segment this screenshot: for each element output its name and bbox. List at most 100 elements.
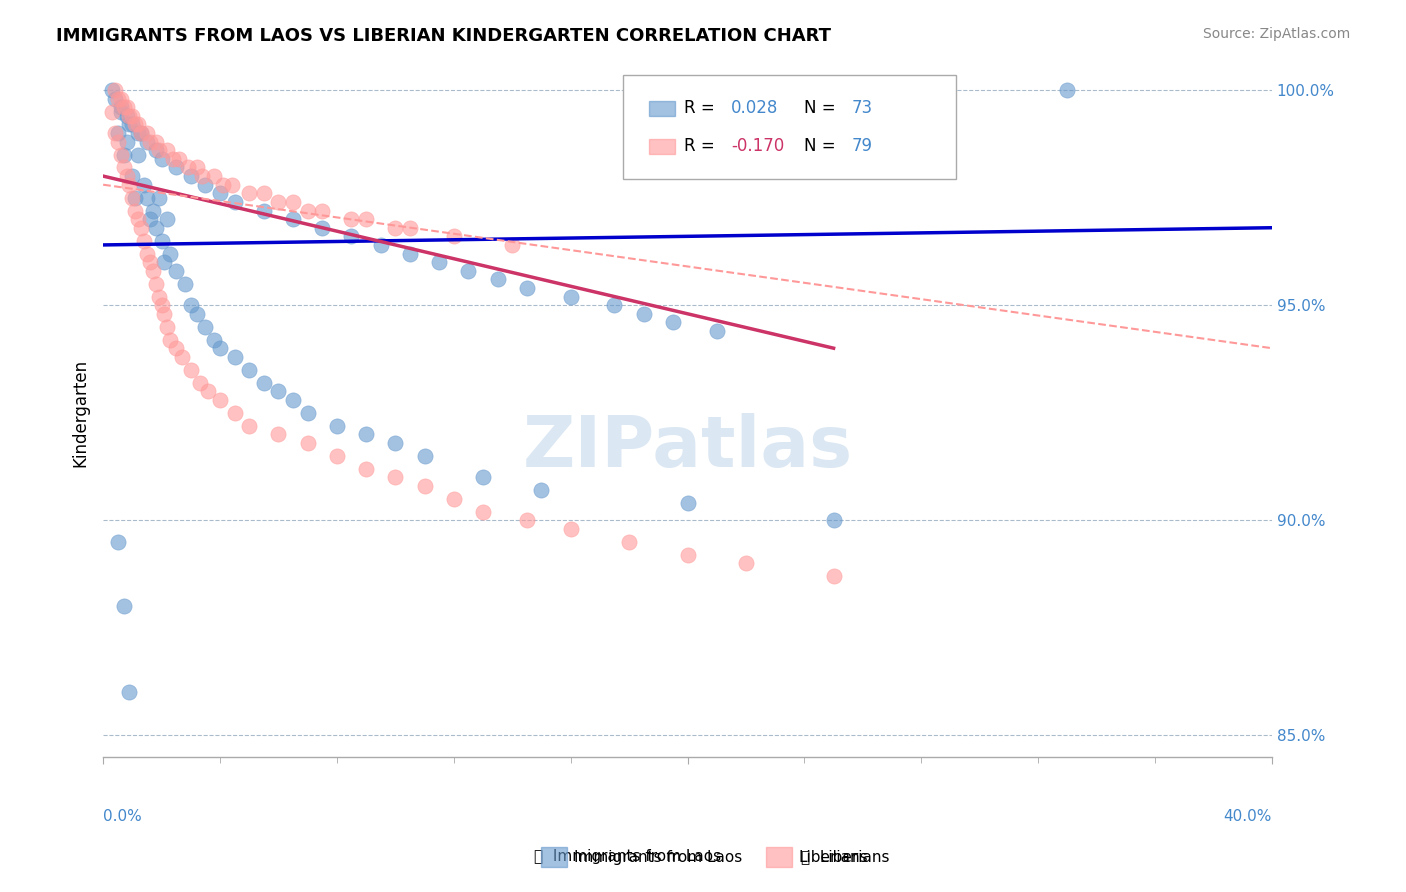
Point [129,126,152,140]
Point [127,126,149,140]
Point [127,118,149,132]
Y-axis label: Kindergarten: Kindergarten [72,359,89,467]
Point [107,534,129,549]
Point [617,534,640,549]
Point [115,100,138,114]
Point [124,203,146,218]
Point [159,333,181,347]
Point [145,220,167,235]
Point [823,569,845,583]
Point [186,161,208,175]
Point [311,220,333,235]
Point [165,341,187,355]
Point [443,229,465,244]
Point [148,289,170,303]
Point [145,277,167,291]
Point [110,92,132,106]
Point [238,362,260,376]
Point [177,161,200,175]
Point [633,307,655,321]
Text: Liberians: Liberians [799,850,869,864]
Point [238,418,260,433]
Point [167,152,190,166]
Text: N =: N = [804,99,841,118]
Text: 0.0%: 0.0% [103,809,142,823]
Point [121,169,143,183]
Point [297,435,319,450]
Point [136,135,159,149]
Point [118,118,141,132]
FancyBboxPatch shape [623,76,956,178]
Point [560,522,582,536]
Point [384,470,406,484]
Point [281,212,304,227]
Point [486,272,509,286]
Point [153,255,176,269]
Point [472,470,495,484]
Point [139,255,162,269]
Point [118,685,141,699]
Point [530,483,553,498]
Point [238,186,260,201]
Point [603,298,626,312]
Point [174,277,197,291]
Point [165,161,187,175]
Point [142,203,165,218]
Point [153,307,176,321]
Text: 73: 73 [851,99,872,118]
Point [110,147,132,161]
Point [115,169,138,183]
Point [224,350,246,364]
Point [101,104,124,119]
Point [132,234,155,248]
Point [145,143,167,157]
Point [457,264,479,278]
Point [136,191,159,205]
Point [107,92,129,106]
Point [186,307,208,321]
Point [354,212,377,227]
Text: R =: R = [683,99,720,118]
Text: 40.0%: 40.0% [1223,809,1272,823]
Text: Immigrants from Laos: Immigrants from Laos [574,850,742,864]
Text: 🟥  Liberians: 🟥 Liberians [801,849,890,863]
Point [139,135,162,149]
Point [399,246,422,260]
Point [115,135,138,149]
Point [267,427,290,442]
Point [121,191,143,205]
Point [281,392,304,407]
Point [208,392,231,407]
Point [107,135,129,149]
Point [224,406,246,420]
Point [136,246,159,260]
Point [267,194,290,209]
Point [472,505,495,519]
Point [253,186,276,201]
Point [156,212,179,227]
Point [706,324,728,338]
Point [139,212,162,227]
Point [194,178,217,192]
Point [297,203,319,218]
Point [197,384,219,399]
Point [112,100,135,114]
Point [253,203,276,218]
Point [354,427,377,442]
Point [112,161,135,175]
Point [129,220,152,235]
Text: IMMIGRANTS FROM LAOS VS LIBERIAN KINDERGARTEN CORRELATION CHART: IMMIGRANTS FROM LAOS VS LIBERIAN KINDERG… [56,27,831,45]
Point [427,255,450,269]
Point [221,178,243,192]
Point [326,418,349,433]
Point [516,281,538,295]
Point [399,220,422,235]
Point [124,191,146,205]
Point [384,435,406,450]
Text: -0.170: -0.170 [731,137,785,155]
Point [180,298,202,312]
Point [194,319,217,334]
Point [104,126,127,140]
Point [281,194,304,209]
Point [142,264,165,278]
